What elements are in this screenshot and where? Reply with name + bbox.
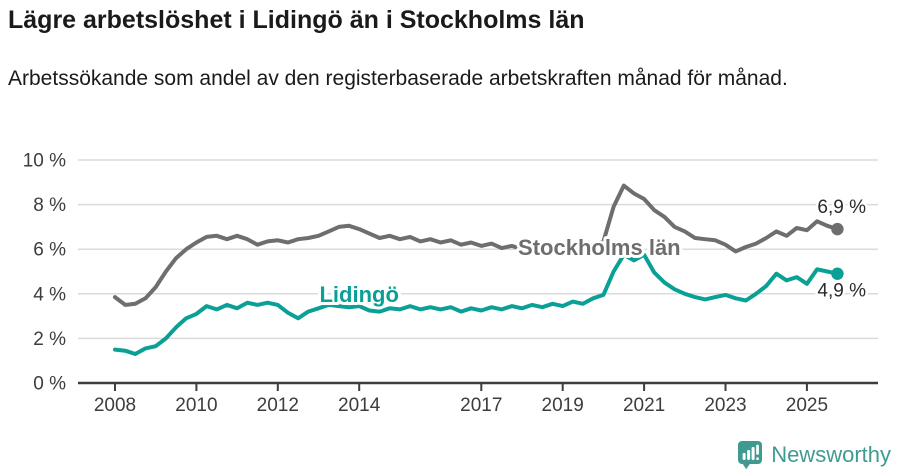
series-line-stockholms-l-n [113,183,840,307]
series-end-label-liding: 4,9 % [817,281,866,302]
page-title: Lägre arbetslöshet i Lidingö än i Stockh… [8,6,585,34]
x-tick-label-2008: 2008 [94,395,136,416]
series-label-stockholms-l-n: Stockholms län [518,235,681,260]
x-tick-label-2012: 2012 [257,395,299,416]
x-tick-label-2025: 2025 [786,395,828,416]
bar-3 [751,447,755,460]
newsworthy-logo[interactable]: Newsworthy [737,440,891,470]
x-tick-label-2021: 2021 [623,395,665,416]
x-tick-label-2019: 2019 [542,395,584,416]
y-tick-label-0: 0 % [33,374,66,395]
series-end-label-stockholms-l-n: 6,9 % [817,197,866,218]
page-subtitle: Arbetssökande som andel av den registerb… [8,67,788,90]
y-tick-label-8: 8 % [33,195,66,216]
x-tick-label-2017: 2017 [460,395,502,416]
y-tick-label-6: 6 % [33,240,66,261]
newsworthy-wordmark: Newsworthy [771,442,891,467]
y-tick-label-2: 2 % [33,329,66,350]
newsworthy-icon [738,441,763,470]
y-tick-label-10: 10 % [23,151,66,172]
series-line-liding [113,252,840,356]
x-tick-label-2010: 2010 [175,395,217,416]
x-tick-label-2023: 2023 [704,395,746,416]
y-tick-label-4: 4 % [33,284,66,305]
exclamation-dot [756,457,760,460]
exclamation-stem [756,444,760,455]
series-end-dot-liding [831,267,844,280]
bar-1 [742,453,746,460]
series-label-liding: Lidingö [319,282,398,307]
bar-2 [747,450,751,460]
x-tick-label-2014: 2014 [338,395,381,416]
series-end-dot-stockholms-l-n [831,222,844,236]
